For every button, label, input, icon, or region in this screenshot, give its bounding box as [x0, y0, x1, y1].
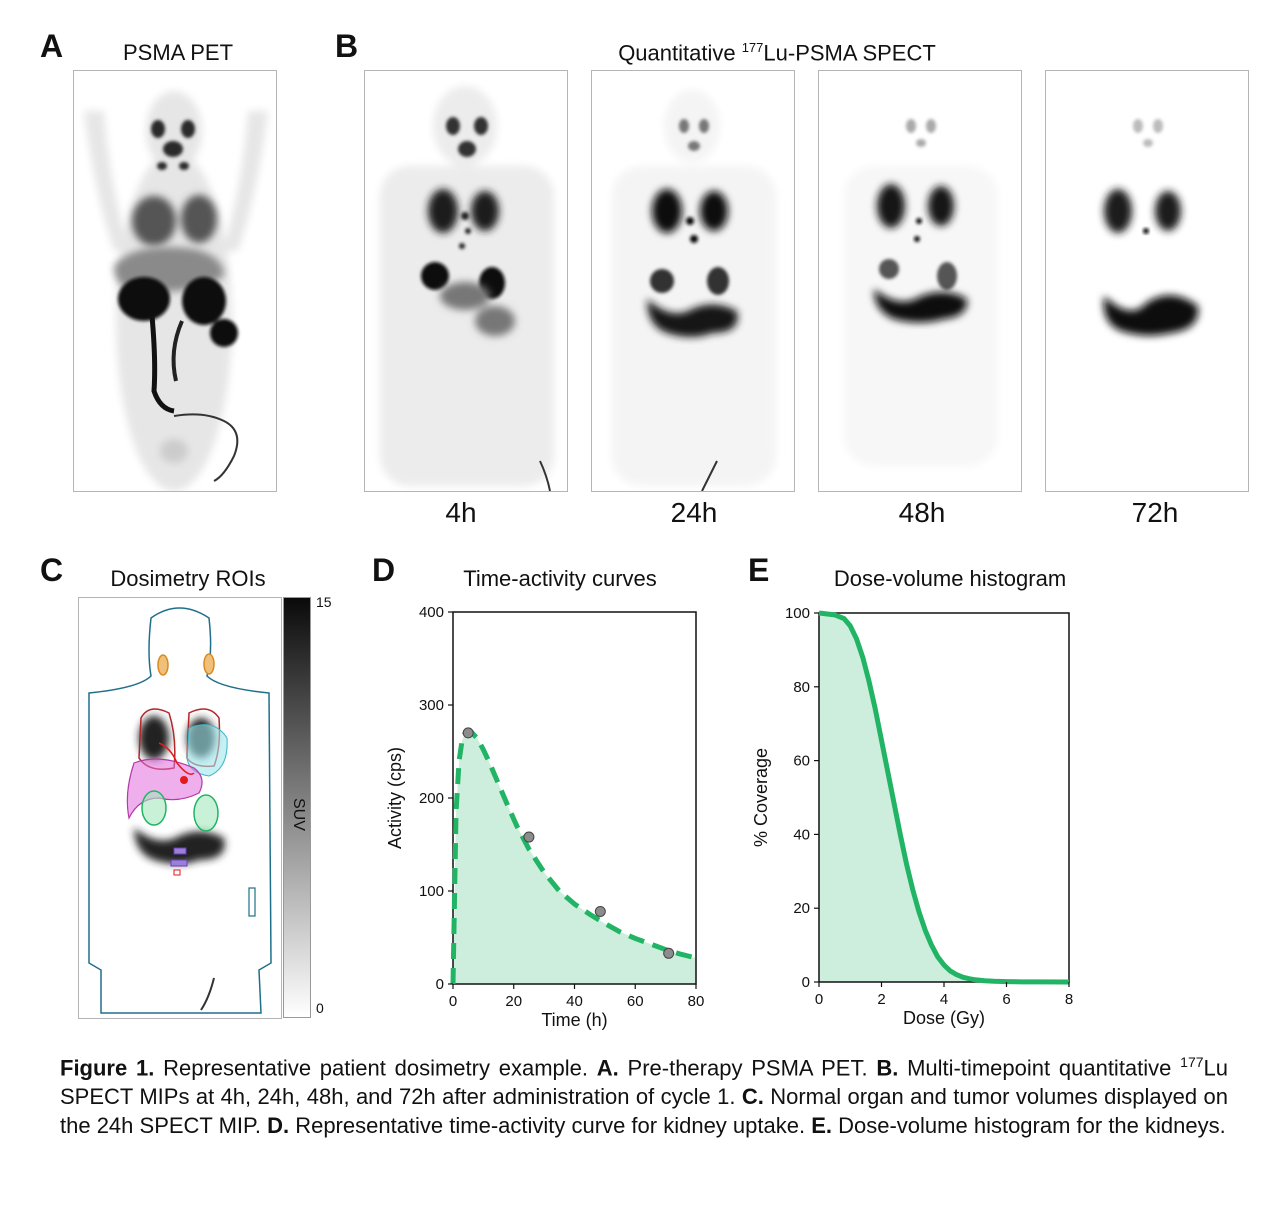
y-tick-label: 20 [793, 900, 810, 917]
area-fill [819, 613, 1069, 982]
x-axis-label: Dose (Gy) [903, 1008, 985, 1028]
x-tick-label: 8 [1065, 991, 1073, 1008]
x-tick-label: 80 [688, 993, 705, 1010]
data-point [462, 727, 474, 739]
panel-e-title: Dose-volume histogram [833, 566, 1067, 591]
y-tick-label: 300 [419, 697, 444, 714]
x-axis-label: Time (h) [541, 1010, 607, 1030]
panel-letter-b: B [335, 28, 359, 64]
colorbar-min-label: 0 [316, 1000, 324, 1016]
panel-d-title: Time-activity curves [463, 566, 657, 591]
spect-mip-72h [1045, 70, 1249, 492]
data-point [663, 947, 675, 959]
data-point [523, 831, 535, 843]
panel-a-title: PSMA PET [122, 40, 234, 65]
dvh-curve-line [818, 610, 1070, 985]
timepoint-label-4h: 4h [445, 497, 477, 528]
spect-mip-48h [818, 70, 1022, 492]
panel-letter-e: E [748, 552, 770, 588]
y-tick-label: 60 [793, 753, 810, 770]
spect-mip-4h [364, 70, 568, 492]
x-tick-label: 0 [449, 993, 457, 1010]
x-tick-label: 40 [566, 993, 583, 1010]
y-axis-label: Activity (cps) [385, 747, 405, 849]
y-tick-label: 80 [793, 679, 810, 696]
x-tick-label: 60 [627, 993, 644, 1010]
panel-letter-d: D [372, 552, 396, 588]
y-tick-label: 400 [419, 604, 444, 621]
timepoint-label-72h: 72h [1131, 497, 1179, 528]
y-tick-label: 200 [419, 790, 444, 807]
timepoint-label-48h: 48h [898, 497, 946, 528]
suv-colorbar [283, 597, 311, 1018]
x-tick-label: 0 [815, 991, 823, 1008]
panel-c-title: Dosimetry ROIs [110, 566, 266, 591]
panel-b-title: Quantitative 177Lu-PSMA SPECT [618, 40, 936, 66]
y-tick-label: 0 [436, 976, 444, 993]
x-tick-label: 6 [1002, 991, 1010, 1008]
x-tick-label: 2 [877, 991, 885, 1008]
x-tick-label: 20 [505, 993, 522, 1010]
y-axis-label: % Coverage [751, 748, 771, 847]
colorbar-suv-label: SUV [290, 798, 307, 831]
data-point [594, 905, 606, 917]
y-tick-label: 0 [802, 974, 810, 991]
y-tick-label: 100 [419, 883, 444, 900]
spect-mip-24h [591, 70, 795, 492]
dosimetry-roi-image [78, 597, 282, 1019]
figure-caption: Figure 1. Representative patient dosimet… [60, 1054, 1229, 1139]
y-tick-label: 100 [785, 605, 810, 622]
pet-mip-image [73, 70, 277, 492]
timepoint-label-24h: 24h [670, 497, 718, 528]
x-tick-label: 4 [940, 991, 948, 1008]
area-fill [453, 731, 696, 984]
time-activity-chart: 0 20 40 60 80 0 100 200 300 400 Time (h) Activity (… [385, 604, 705, 1030]
panel-letter-a: A [40, 28, 64, 64]
panel-letter-c: C [40, 552, 64, 588]
y-tick-label: 40 [793, 826, 810, 843]
colorbar-max-label: 15 [316, 594, 332, 610]
